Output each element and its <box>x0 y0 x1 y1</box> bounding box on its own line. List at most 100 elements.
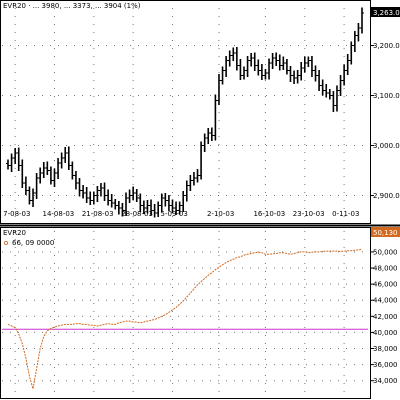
price-bars <box>6 7 364 218</box>
price-bar <box>338 75 343 96</box>
price-bar <box>66 146 71 170</box>
price-bar <box>38 167 43 184</box>
price-bar <box>277 54 282 71</box>
price-x-tick-label: 28-08-03 <box>121 210 153 218</box>
price-bar <box>34 173 39 199</box>
price-bar <box>320 79 325 96</box>
price-bar <box>256 59 261 76</box>
price-bar <box>63 147 68 163</box>
price-bar <box>199 141 204 180</box>
price-last-value: 3,263.0 <box>373 9 400 17</box>
price-bar <box>59 152 64 169</box>
price-bar <box>302 56 307 73</box>
price-panel-frame <box>0 0 371 224</box>
price-bar <box>345 54 350 75</box>
price-bar <box>131 186 136 200</box>
price-bar <box>309 56 314 77</box>
indicator-y-tick-label: 34,000 <box>373 377 398 385</box>
price-bar <box>249 53 254 67</box>
price-bar <box>209 127 214 141</box>
price-bar <box>98 183 103 197</box>
price-bar <box>52 168 57 187</box>
price-bar <box>45 161 50 175</box>
price-bar <box>334 85 339 112</box>
price-bar <box>127 189 132 203</box>
price-last-value-badge: 3,263.0 <box>371 7 400 17</box>
price-bar <box>267 58 272 80</box>
price-bar <box>163 193 168 207</box>
price-bar <box>245 56 250 77</box>
price-bar <box>102 182 107 201</box>
price-x-tick-label: 5-09-03 <box>160 210 187 218</box>
indicator-header: EVR20 <box>3 229 26 237</box>
price-bar <box>299 62 304 81</box>
price-bar <box>324 84 329 98</box>
indicator-legend: 66, 09 0000 <box>4 239 54 247</box>
price-y-tick-label: 3,200.0 <box>373 42 400 50</box>
price-bar <box>184 180 189 202</box>
price-bar <box>88 191 93 205</box>
price-bar <box>20 159 25 188</box>
price-bar <box>220 66 225 85</box>
price-bar <box>152 204 157 218</box>
price-bar <box>27 186 32 205</box>
indicator-y-axis: 50,000 48,000 46,000 44,000 42,000 40,000 38,0… <box>370 248 398 385</box>
price-bar <box>306 56 311 67</box>
price-x-tick-label: 2-10-03 <box>207 210 234 218</box>
price-bar <box>259 64 264 80</box>
price-bar <box>41 162 46 178</box>
price-bar <box>188 175 193 191</box>
price-bar <box>181 191 186 212</box>
price-bar <box>356 23 361 42</box>
price-bar <box>292 70 297 84</box>
price-bar <box>73 171 78 190</box>
price-bar <box>9 153 14 172</box>
price-bar <box>195 169 200 183</box>
price-bar <box>166 195 171 211</box>
price-y-tick-label: 3,100.0 <box>373 92 400 100</box>
price-bar <box>360 7 364 34</box>
indicator-title: EVR20 <box>3 229 26 237</box>
indicator-last-value: 50,130 <box>373 229 398 237</box>
price-bar <box>106 189 111 206</box>
price-bar <box>91 191 96 205</box>
price-bar <box>113 199 118 210</box>
indicator-y-tick-label: 48,000 <box>373 265 398 273</box>
price-bar <box>349 41 354 65</box>
price-bar <box>70 161 75 180</box>
price-panel-header: EVR20 · ... 3980, ... 3373, ... 3904 (1%… <box>3 2 141 10</box>
price-bar <box>242 66 246 80</box>
indicator-y-tick-label: 42,000 <box>373 313 398 321</box>
indicator-legend-text: 66, 09 0000 <box>12 239 54 247</box>
price-bar <box>270 53 275 69</box>
price-bar <box>342 64 347 86</box>
price-bar <box>227 50 232 67</box>
price-bar <box>77 178 82 197</box>
price-bar <box>16 147 21 171</box>
price-bar <box>84 187 89 203</box>
price-bar <box>23 176 28 195</box>
price-bar <box>31 188 36 207</box>
indicator-y-tick-label: 40,000 <box>373 329 398 337</box>
indicator-y-tick-label: 36,000 <box>373 361 398 369</box>
price-bar <box>206 128 211 144</box>
price-bar <box>13 148 18 164</box>
price-bar <box>295 70 300 84</box>
price-bar <box>238 59 243 80</box>
price-bar <box>234 47 239 71</box>
price-y-tick-label: 3,000.0 <box>373 142 400 150</box>
price-y-tick-label: 2,900.0 <box>373 192 400 200</box>
price-bar <box>6 159 10 170</box>
indicator-panel-frame <box>0 227 371 399</box>
price-bar <box>288 66 293 82</box>
price-bar <box>95 186 100 202</box>
price-bar <box>56 158 61 179</box>
price-x-tick-label: 0-11-03 <box>332 210 359 218</box>
price-bar <box>284 59 289 75</box>
price-bar <box>81 185 86 199</box>
price-bar <box>252 52 257 71</box>
price-bar <box>281 56 286 70</box>
indicator-y-tick-label: 50,000 <box>373 248 398 256</box>
indicator-panel-grid <box>2 231 368 396</box>
